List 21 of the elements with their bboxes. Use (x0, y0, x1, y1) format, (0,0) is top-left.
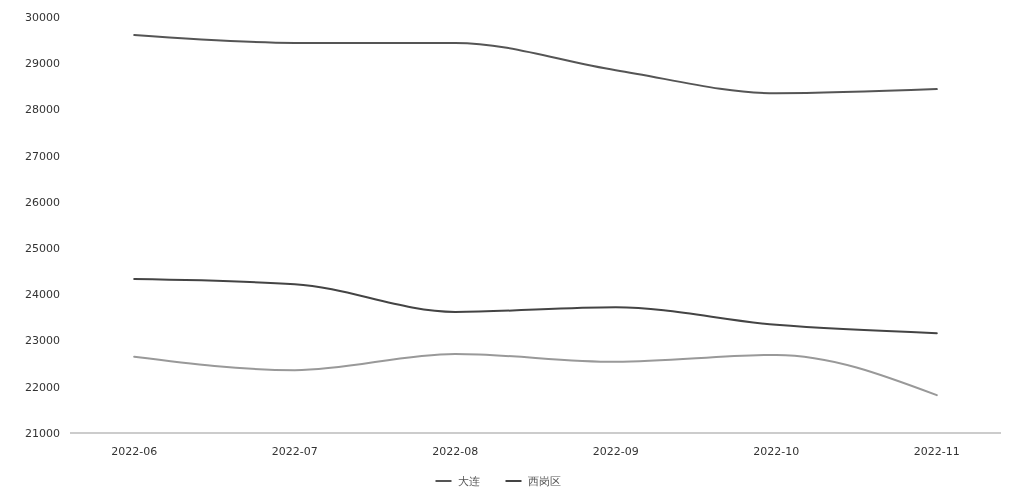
x-tick-label: 2022-06 (111, 445, 158, 458)
x-tick-label: 2022-11 (913, 445, 960, 458)
x-tick-label: 2022-10 (753, 445, 800, 458)
y-tick-label: 27000 (25, 149, 60, 163)
y-tick-label: 24000 (25, 288, 60, 302)
legend-label: 西岗区 (527, 474, 561, 488)
line-series (133, 34, 938, 95)
y-tick-label: 28000 (25, 103, 60, 117)
x-tick-label: 2022-07 (271, 445, 318, 458)
x-tick-label: 2022-08 (432, 445, 479, 458)
line-series (133, 352, 938, 397)
x-tick-label: 2022-09 (592, 445, 639, 458)
line-series (133, 278, 938, 335)
y-tick-label: 29000 (25, 57, 60, 71)
y-tick-label: 26000 (25, 195, 60, 209)
y-tick-label: 23000 (25, 334, 60, 348)
y-tick-label: 25000 (25, 241, 60, 255)
y-tick-label: 22000 (25, 380, 60, 394)
y-tick-label: 21000 (25, 426, 60, 440)
legend-label: 大连 (457, 474, 480, 488)
y-tick-label: 30000 (25, 10, 60, 24)
